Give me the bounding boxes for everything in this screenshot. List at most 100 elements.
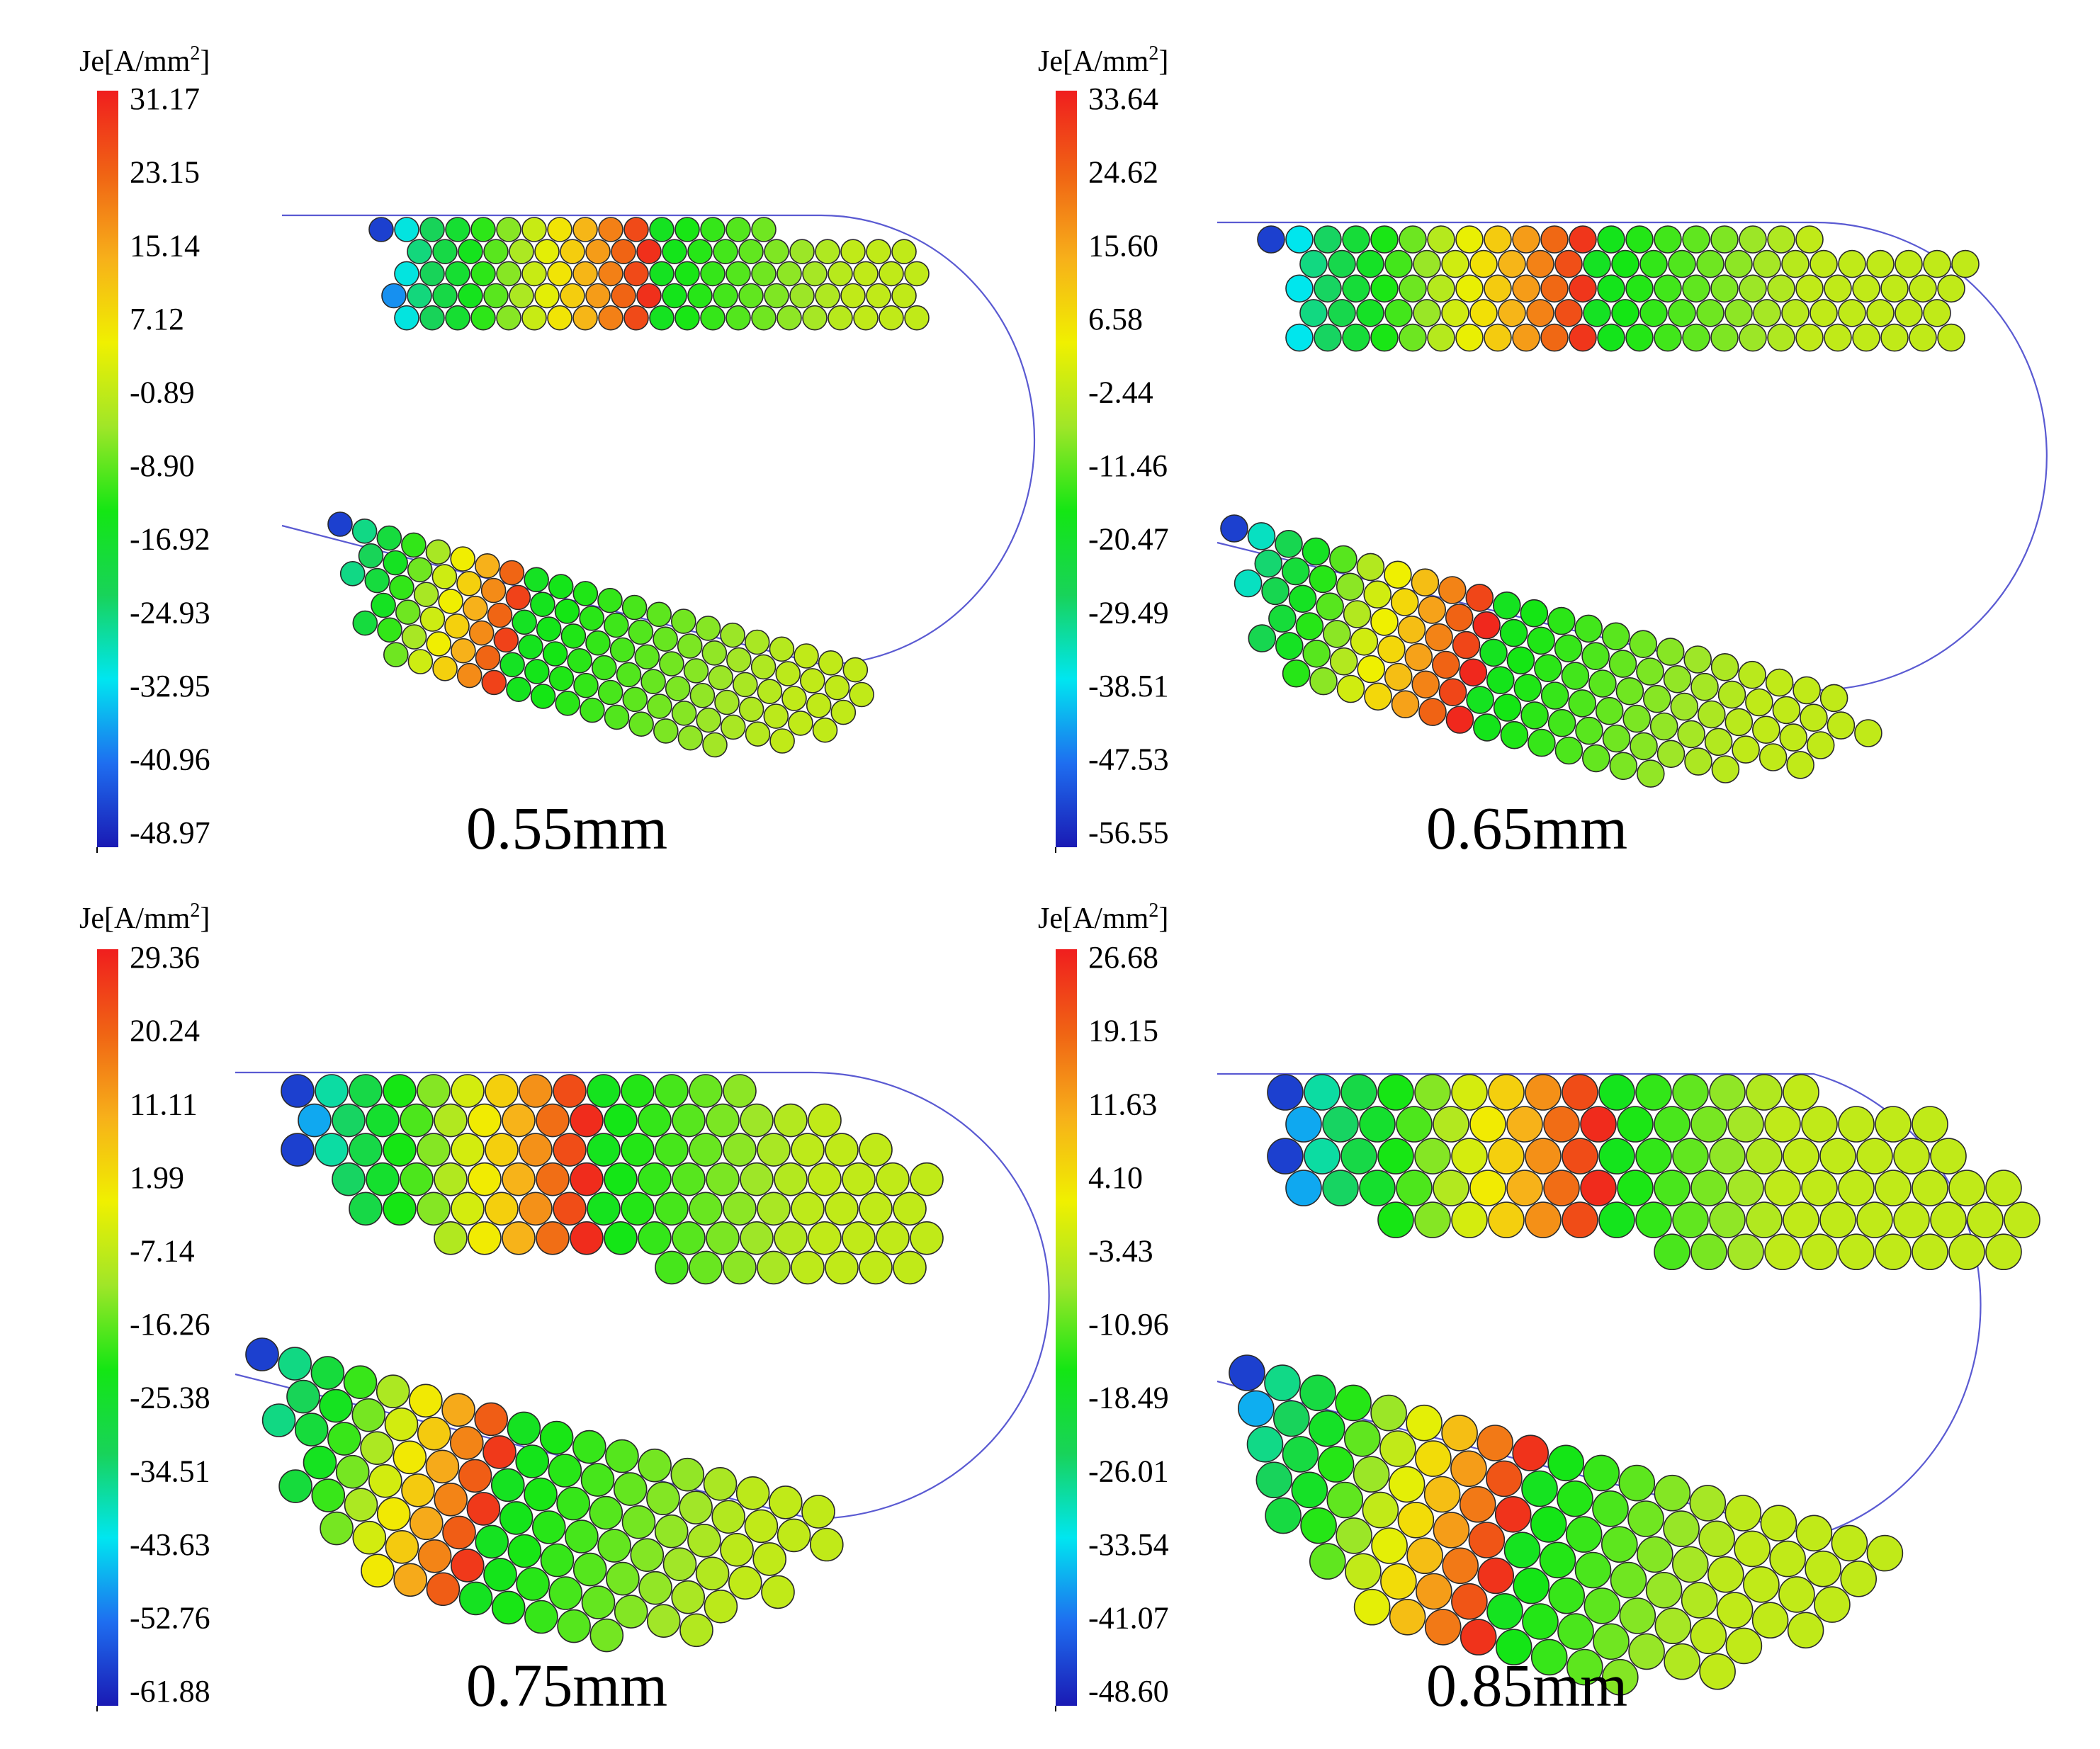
colorbar-tick-label: -38.51 bbox=[1088, 669, 1169, 703]
strand-circle bbox=[1778, 1576, 1815, 1613]
strand-circle bbox=[1396, 1170, 1433, 1206]
strand-circle bbox=[800, 668, 825, 694]
strand-circle bbox=[589, 1618, 624, 1653]
strand-circle bbox=[1951, 249, 1980, 278]
strand-circle bbox=[1314, 274, 1342, 303]
colorbar-tick-label: -48.97 bbox=[130, 815, 210, 850]
strand-circle bbox=[281, 1074, 315, 1108]
strand-circle bbox=[1582, 744, 1610, 773]
strand-circle bbox=[1583, 1454, 1620, 1492]
strand-circle bbox=[789, 239, 815, 265]
strand-circle bbox=[458, 283, 483, 309]
strand-circle bbox=[553, 1133, 587, 1167]
strand-circle bbox=[891, 239, 917, 265]
colorbar-unit-label: Je[A/mm2] bbox=[1038, 43, 1168, 78]
strand-circle bbox=[432, 283, 458, 309]
strand-circle bbox=[638, 1448, 672, 1483]
strand-circle bbox=[1779, 723, 1807, 752]
strand-circle bbox=[662, 239, 687, 265]
colorbar-tick-label: 15.60 bbox=[1088, 228, 1158, 263]
strand-circle bbox=[1663, 1510, 1700, 1547]
strand-circle bbox=[1689, 1485, 1727, 1522]
strand-circle bbox=[1520, 599, 1549, 628]
strand-circle bbox=[604, 1221, 638, 1255]
strand-circle bbox=[893, 1250, 927, 1285]
strand-circle bbox=[791, 1192, 825, 1226]
strand-group bbox=[1220, 225, 1980, 788]
strand-circle bbox=[740, 1103, 774, 1138]
strand-circle bbox=[339, 560, 366, 587]
strand-circle bbox=[774, 1162, 808, 1196]
strand-circle bbox=[1912, 1170, 1948, 1206]
strand-circle bbox=[1254, 549, 1283, 578]
strand-circle bbox=[441, 1393, 475, 1427]
strand-circle bbox=[671, 1580, 706, 1614]
strand-circle bbox=[1530, 1638, 1568, 1676]
strand-circle bbox=[496, 305, 521, 331]
strand-circle bbox=[1598, 1138, 1635, 1175]
strand-circle bbox=[502, 1162, 536, 1196]
strand-circle bbox=[1264, 1364, 1301, 1401]
strand-circle bbox=[674, 305, 700, 331]
strand-circle bbox=[740, 1221, 774, 1255]
colorbar-tick-label: -11.46 bbox=[1088, 448, 1168, 483]
strand-circle bbox=[434, 1221, 468, 1255]
colorbar-tick-label: 4.10 bbox=[1088, 1160, 1143, 1195]
cable-cross-section bbox=[281, 214, 1036, 758]
strand-circle bbox=[400, 1103, 434, 1138]
strand-circle bbox=[1909, 323, 1937, 352]
strand-circle bbox=[893, 1192, 927, 1226]
strand-circle bbox=[1547, 1444, 1584, 1482]
strand-circle bbox=[485, 1133, 519, 1167]
strand-circle bbox=[1727, 1233, 1764, 1270]
strand-circle bbox=[1709, 1074, 1746, 1111]
strand-circle bbox=[335, 1454, 370, 1489]
strand-circle bbox=[1649, 712, 1678, 741]
strand-circle bbox=[728, 1566, 762, 1600]
strand-circle bbox=[1985, 1170, 2022, 1206]
strand-circle bbox=[791, 1250, 825, 1285]
strand-circle bbox=[1521, 1470, 1558, 1507]
strand-circle bbox=[560, 239, 585, 265]
strand-circle bbox=[534, 239, 560, 265]
strand-circle bbox=[598, 305, 623, 331]
strand-circle bbox=[1309, 1410, 1345, 1447]
strand-circle bbox=[1725, 1627, 1763, 1665]
strand-circle bbox=[565, 1519, 599, 1553]
strand-circle bbox=[468, 620, 495, 646]
strand-circle bbox=[751, 217, 777, 242]
strand-circle bbox=[1411, 670, 1440, 699]
strand-circle bbox=[1629, 630, 1657, 659]
strand-circle bbox=[1493, 591, 1521, 620]
strand-circle bbox=[1451, 1201, 1488, 1238]
strand-circle bbox=[1625, 274, 1654, 303]
strand-circle bbox=[368, 1464, 402, 1498]
strand-circle bbox=[1601, 1526, 1638, 1563]
strand-circle bbox=[1433, 1512, 1470, 1549]
strand-circle bbox=[794, 643, 819, 669]
strand-circle bbox=[706, 1103, 740, 1138]
strand-circle bbox=[1451, 1583, 1488, 1620]
strand-circle bbox=[1810, 299, 1838, 327]
strand-circle bbox=[499, 652, 525, 678]
strand-circle bbox=[442, 1515, 476, 1550]
strand-circle bbox=[1384, 299, 1413, 327]
strand-circle bbox=[1635, 1074, 1672, 1111]
strand-circle bbox=[451, 1192, 485, 1226]
strand-circle bbox=[570, 1162, 604, 1196]
strand-circle bbox=[530, 592, 555, 618]
strand-circle bbox=[672, 1162, 706, 1196]
strand-circle bbox=[1856, 1201, 1893, 1238]
strand-circle bbox=[689, 1133, 723, 1167]
strand-circle bbox=[419, 606, 446, 632]
strand-circle bbox=[1707, 1556, 1744, 1593]
strand-circle bbox=[1548, 1577, 1585, 1614]
strand-circle bbox=[1255, 1461, 1293, 1498]
strand-circle bbox=[1473, 713, 1501, 742]
strand-circle bbox=[298, 1103, 332, 1138]
strand-circle bbox=[1486, 1460, 1523, 1498]
strand-circle bbox=[1690, 1617, 1727, 1655]
strand-circle bbox=[621, 1505, 656, 1539]
strand-circle bbox=[764, 283, 789, 309]
strand-circle bbox=[655, 1133, 689, 1167]
